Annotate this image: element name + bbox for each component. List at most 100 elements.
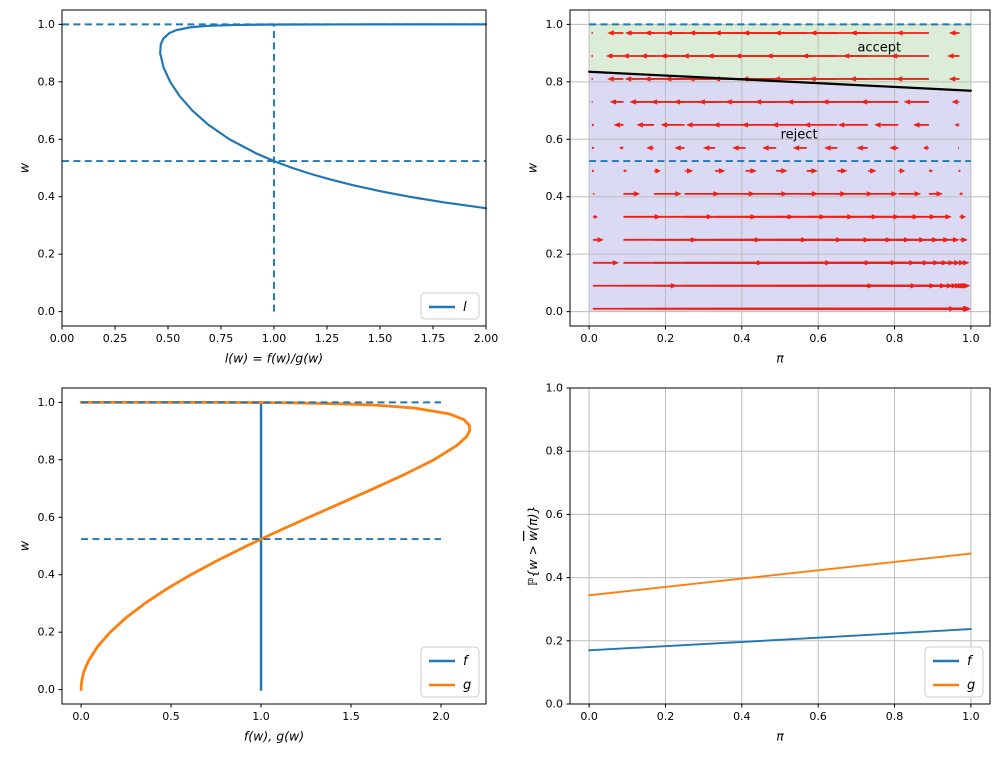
quiver-arrowhead: [945, 214, 952, 220]
quiver-arrowhead: [792, 145, 800, 151]
x-tick-label: 2.0: [432, 710, 450, 723]
x-tick-label: 0.25: [103, 332, 128, 345]
quiver-arrowhead: [633, 191, 641, 197]
quiver-arrowhead: [688, 30, 696, 36]
quiver-dot: [958, 169, 961, 172]
quiver-arrowhead: [891, 191, 898, 197]
y-axis-label: w: [17, 162, 32, 173]
x-tick-label: 0.8: [886, 332, 904, 345]
quiver-arrowhead: [591, 100, 593, 104]
quiver-row: [592, 260, 970, 266]
quiver-arrowhead: [629, 99, 636, 105]
legend-label-l: l: [463, 300, 467, 315]
quiver-arrowhead: [765, 53, 773, 59]
y-tick-label: 0.6: [38, 133, 56, 146]
axes-spines: [61, 387, 487, 705]
quiver-arrowhead: [850, 30, 857, 36]
x-axis-label: π: [776, 729, 784, 744]
x-tick-label: 0.4: [733, 332, 751, 345]
quiver-arrowhead: [612, 260, 620, 266]
quiver-arrowhead: [686, 122, 693, 128]
quiver-arrowhead: [655, 168, 661, 174]
x-tick-label: 0.8: [886, 710, 904, 723]
subplot-likelihood-ratio: 0.00 0.25 0.50 0.75 1.00 1.25 1.50 1.75 2.00 0.0 0…: [17, 9, 498, 366]
quiver-arrowhead: [607, 30, 614, 36]
axes-spines: [569, 387, 991, 705]
quiver-arrowhead: [619, 146, 623, 150]
quiver-arrowhead: [957, 146, 960, 150]
axes-spines: [569, 9, 991, 327]
x-tick-label: 1.00: [262, 332, 287, 345]
quiver-arrowhead: [889, 145, 896, 151]
quiver-dot: [591, 123, 595, 127]
quiver-arrowhead: [895, 76, 903, 82]
quiver-arrowhead: [609, 99, 617, 105]
y-tick-label: 1.0: [546, 382, 564, 395]
quiver-arrowhead: [613, 122, 621, 128]
curve-f: [588, 628, 972, 652]
quiver-arrowhead: [605, 53, 613, 59]
y-tick-label: 0.8: [38, 75, 56, 88]
quiver-arrowhead: [734, 53, 742, 59]
y-tick-label: 1.0: [38, 396, 56, 409]
quiver-arrowhead: [607, 76, 614, 82]
quiver-arrowhead: [593, 192, 596, 196]
quiver-arrowhead: [821, 99, 829, 105]
quiver-arrowhead: [624, 76, 632, 82]
quiver-arrowhead: [644, 30, 651, 36]
quiver-arrowhead: [841, 168, 848, 174]
quiver-arrowhead: [870, 168, 877, 174]
subplot-prob-exceed: 0.0 0.2 0.4 0.6 0.8 1.0 0.0 0.2 0.4 0.6 0.8 1.0 π ℙ{w…: [525, 382, 991, 744]
quiver-arrowhead: [824, 145, 831, 151]
x-tick-label: 1.0: [962, 332, 980, 345]
quiver-arrowhead: [643, 76, 651, 82]
y-tick-label: 0.6: [38, 511, 56, 524]
quiver-row: [592, 214, 966, 220]
quiver-arrowhead: [594, 214, 598, 219]
quiver-row: [591, 145, 960, 151]
quiver-arrowhead: [702, 145, 710, 151]
x-tick-label: 1.50: [368, 332, 393, 345]
quiver-arrowhead: [874, 122, 881, 128]
legend: fg: [420, 646, 480, 698]
region-accept: [589, 24, 971, 91]
x-tick-label: 1.5: [342, 710, 360, 723]
quiver-arrowhead: [664, 76, 672, 82]
quiver-row: [591, 168, 961, 174]
quiver-arrowhead: [732, 145, 739, 151]
y-tick-label: 0.2: [546, 634, 564, 647]
quiver-arrowhead: [774, 30, 781, 36]
quiver-arrowhead: [963, 260, 970, 266]
quiver-arrowhead: [948, 30, 956, 36]
quiver-arrowhead: [591, 31, 593, 35]
y-tick-label: 0.4: [38, 190, 56, 203]
quiver-arrowhead: [960, 214, 966, 220]
quiver-arrowhead: [809, 76, 816, 82]
legend-label-f: f: [967, 654, 974, 669]
quiver-arrowhead: [809, 30, 817, 36]
quiver-arrowhead: [912, 122, 920, 128]
x-tick-label: 0.5: [162, 710, 180, 723]
y-tick-label: 0.4: [546, 571, 564, 584]
quiver-row: [592, 191, 964, 197]
y-axis-label: ℙ{w > w(π)}: [525, 506, 540, 587]
quiver-row: [592, 306, 971, 312]
quiver-arrowhead: [636, 122, 643, 128]
quiver-arrowhead: [591, 77, 593, 81]
quiver-arrowhead: [622, 53, 629, 59]
legend-label-g: g: [967, 678, 975, 693]
quiver-arrowhead: [803, 122, 811, 128]
quiver-arrowhead: [781, 168, 788, 174]
legend-label-f: f: [463, 654, 470, 669]
quiver-arrowhead: [954, 122, 959, 127]
quiver-arrowhead: [762, 145, 769, 151]
quiver-row: [591, 30, 960, 36]
annotation-accept: accept: [857, 40, 901, 55]
y-tick-label: 0.8: [546, 75, 564, 88]
x-tick-label: 0.00: [50, 332, 75, 345]
y-tick-label: 0.0: [38, 305, 56, 318]
annotation-reject: reject: [781, 127, 818, 142]
quiver-arrowhead: [712, 122, 720, 128]
y-tick-label: 0.2: [38, 626, 56, 639]
